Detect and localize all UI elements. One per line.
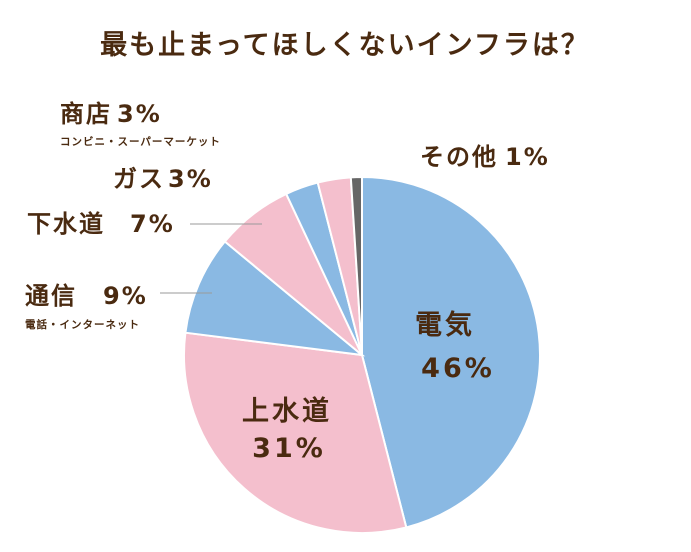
slice-label-gas-value: 3% [168,165,213,193]
slice-label-sonota-value: 1% [505,143,550,171]
slice-label-gesuidou-name: 下水道 [27,210,105,238]
pie-slice-0 [361,175,541,529]
slice-sublabel-tsuushin: 電話・インターネット [25,318,140,331]
pie-slice-2 [184,240,366,357]
slice-label-gesuidou-value: 7% [130,210,175,238]
pie-slice-6 [349,175,363,356]
slice-label-gas-name: ガス [113,165,165,193]
slice-label-tsuushin-value: 9% [103,282,148,310]
slice-label-tsuushin-name: 通信 [25,282,77,310]
slice-sublabel-shouten: コンビニ・スーパーマーケット [60,135,221,148]
slice-label-denki-value: 46% [421,353,495,384]
slice-label-jousuidou-value: 31% [252,433,326,464]
slice-label-shouten-name: 商店 [60,100,112,128]
slice-label-denki-name: 電気 [415,309,475,341]
slice-label-shouten-value: 3% [117,100,162,128]
pie-slice-1 [182,331,408,534]
slice-label-jousuidou-name: 上水道 [242,395,332,427]
leader-lines [160,223,262,294]
slice-label-sonota-name: その他 [420,143,498,171]
pie-slices [182,175,541,534]
chart-title: 最も止まってほしくないインフラは？ [100,30,590,61]
